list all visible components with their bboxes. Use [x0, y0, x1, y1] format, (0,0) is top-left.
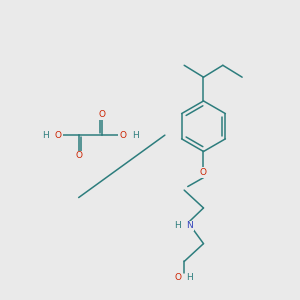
Text: H: H	[174, 221, 181, 230]
Text: H: H	[132, 130, 139, 140]
Text: O: O	[174, 273, 181, 282]
Text: O: O	[200, 168, 207, 177]
Text: O: O	[119, 130, 126, 140]
Text: N: N	[186, 221, 193, 230]
Text: O: O	[99, 110, 106, 119]
Text: H: H	[186, 273, 193, 282]
Text: O: O	[55, 130, 62, 140]
Text: O: O	[75, 152, 82, 160]
Text: H: H	[42, 130, 49, 140]
